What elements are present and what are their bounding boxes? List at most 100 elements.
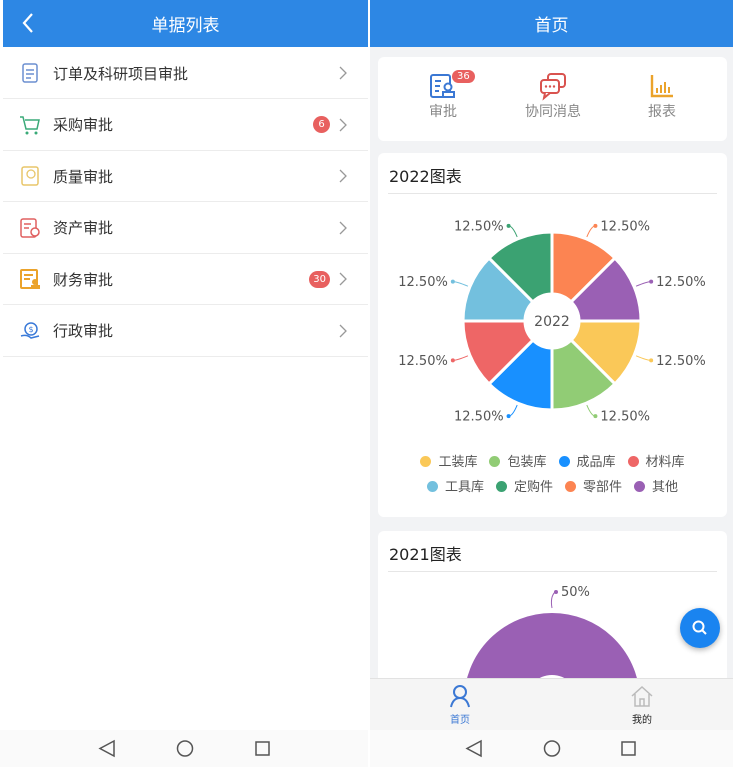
slice-label: 12.50% (600, 219, 650, 234)
chevron-right-icon (339, 169, 347, 183)
slice-label: 12.50% (398, 275, 448, 290)
asset-certificate-icon (20, 217, 40, 238)
chevron-right-icon (339, 324, 347, 337)
nav-home-icon[interactable] (176, 740, 194, 757)
legend-item[interactable]: 定购件 (495, 476, 553, 495)
quick-actions-card: 36 审批 协同消息 报表 (378, 57, 727, 141)
tab-home[interactable]: 首页 (430, 684, 490, 726)
quick-messages[interactable]: 协同消息 (513, 71, 593, 121)
list-item[interactable]: 资产审批 (3, 203, 368, 254)
legend-label: 定购件 (513, 480, 553, 495)
legend-swatch (495, 481, 507, 492)
header: 单据列表 (3, 0, 368, 47)
label-dot (506, 223, 511, 228)
system-nav-bar (370, 730, 733, 767)
legend-label: 材料库 (645, 455, 685, 470)
nav-home-icon[interactable] (543, 740, 561, 757)
label-leader (550, 591, 556, 609)
label-leader (452, 355, 469, 361)
legend-swatch (426, 481, 438, 492)
center-label: 2022 (534, 314, 570, 330)
document-list-screen: 单据列表 订单及科研项目审批 采购审批 6 质量审批 资产审批 财务审批 30 … (0, 0, 368, 730)
system-nav-bar (0, 730, 368, 767)
legend-label: 工装库 (438, 455, 478, 470)
legend-label: 零部件 (583, 480, 623, 495)
chart-card-2022: 2022图表 12.50% 12.50% 12.50% 12.50% 12.50% 12.… (378, 153, 727, 517)
list-item-label: 行政审批 (53, 322, 114, 340)
chart-title: 2022图表 (389, 167, 462, 186)
legend-label: 包装库 (507, 455, 547, 470)
quick-approval[interactable]: 36 审批 (403, 70, 483, 121)
back-icon[interactable] (19, 11, 39, 35)
legend-item[interactable]: 零部件 (565, 476, 622, 495)
label-dot (450, 279, 455, 284)
quick-label: 协同消息 (525, 104, 581, 120)
nav-recents-icon[interactable] (255, 741, 270, 756)
chevron-right-icon (339, 118, 347, 131)
chevron-right-icon (339, 221, 347, 234)
home-screen: 首页 36 审批 协同消息 报表 2022图表 12.50% 12.50% 12.5… (370, 0, 733, 730)
list-item[interactable]: 订单及科研项目审批 (3, 48, 368, 99)
list-item[interactable]: 质量审批 (3, 151, 368, 202)
legend-row-1: 工装库 包装库 成品库 材料库 (378, 451, 727, 470)
slice-label: 12.50% (454, 410, 504, 425)
legend-item[interactable]: 包装库 (489, 451, 547, 470)
bottom-tab-bar: 首页 我的 (370, 678, 733, 730)
label-leader (508, 404, 518, 417)
user-icon (450, 685, 470, 708)
nav-back-icon[interactable] (98, 739, 115, 758)
quick-label: 审批 (429, 104, 457, 120)
label-leader (635, 355, 652, 361)
legend-item[interactable]: 成品库 (558, 451, 616, 470)
label-leader (635, 281, 652, 287)
legend-label: 成品库 (576, 455, 616, 470)
bar-chart-icon (650, 75, 673, 98)
document-icon (22, 63, 38, 83)
label-leader (452, 281, 469, 287)
list-item-label: 质量审批 (53, 167, 114, 186)
pie-slice (568, 255, 643, 323)
search-button[interactable] (680, 608, 720, 648)
search-icon (692, 620, 707, 635)
admin-money-hand-icon: $ (20, 321, 40, 339)
slice-label: 12.50% (656, 275, 706, 290)
label-dot (554, 590, 558, 594)
list-item-label: 采购审批 (53, 116, 114, 134)
nav-back-icon[interactable] (465, 739, 482, 758)
label-dot (506, 414, 511, 419)
list-item[interactable]: 财务审批 30 (3, 254, 368, 305)
slice-label: 12.50% (656, 354, 706, 369)
legend-item[interactable]: 工具库 (426, 476, 484, 495)
nav-recents-icon[interactable] (621, 741, 636, 756)
pie-chart-2022: 12.50% 12.50% 12.50% 12.50% 12.50% 12.50% 12.5… (398, 219, 706, 425)
list-item-label: 财务审批 (53, 270, 114, 289)
legend-item[interactable]: 其他 (634, 476, 678, 495)
label-dot (649, 279, 654, 284)
slice-label: 12.50% (600, 410, 650, 425)
legend-swatch (489, 456, 501, 467)
list-item[interactable]: $ 行政审批 (3, 306, 368, 357)
header: 首页 (370, 0, 733, 47)
quick-reports[interactable]: 报表 (622, 71, 702, 121)
approval-badge: 36 (452, 70, 475, 83)
tab-label: 我的 (632, 715, 652, 726)
count-badge: 6 (313, 116, 330, 133)
legend-item[interactable]: 材料库 (627, 451, 685, 470)
chevron-right-icon (339, 272, 347, 286)
finance-stamp-icon (20, 269, 40, 289)
slice-label: 50% (561, 585, 590, 600)
list-item[interactable]: 采购审批 6 (3, 100, 368, 151)
list-item-label: 订单及科研项目审批 (53, 64, 189, 83)
chat-icon (540, 73, 566, 101)
legend-row-2: 工具库 定购件 零部件 其他 (378, 476, 727, 495)
quality-icon (21, 166, 39, 186)
slice-label: 12.50% (398, 354, 448, 369)
label-dot (450, 358, 455, 363)
divider (388, 571, 717, 572)
tab-mine[interactable]: 我的 (612, 684, 672, 726)
legend-swatch (420, 456, 432, 467)
legend-swatch (565, 481, 576, 492)
label-leader (508, 225, 518, 238)
label-leader (586, 404, 596, 417)
legend-item[interactable]: 工装库 (420, 451, 477, 470)
